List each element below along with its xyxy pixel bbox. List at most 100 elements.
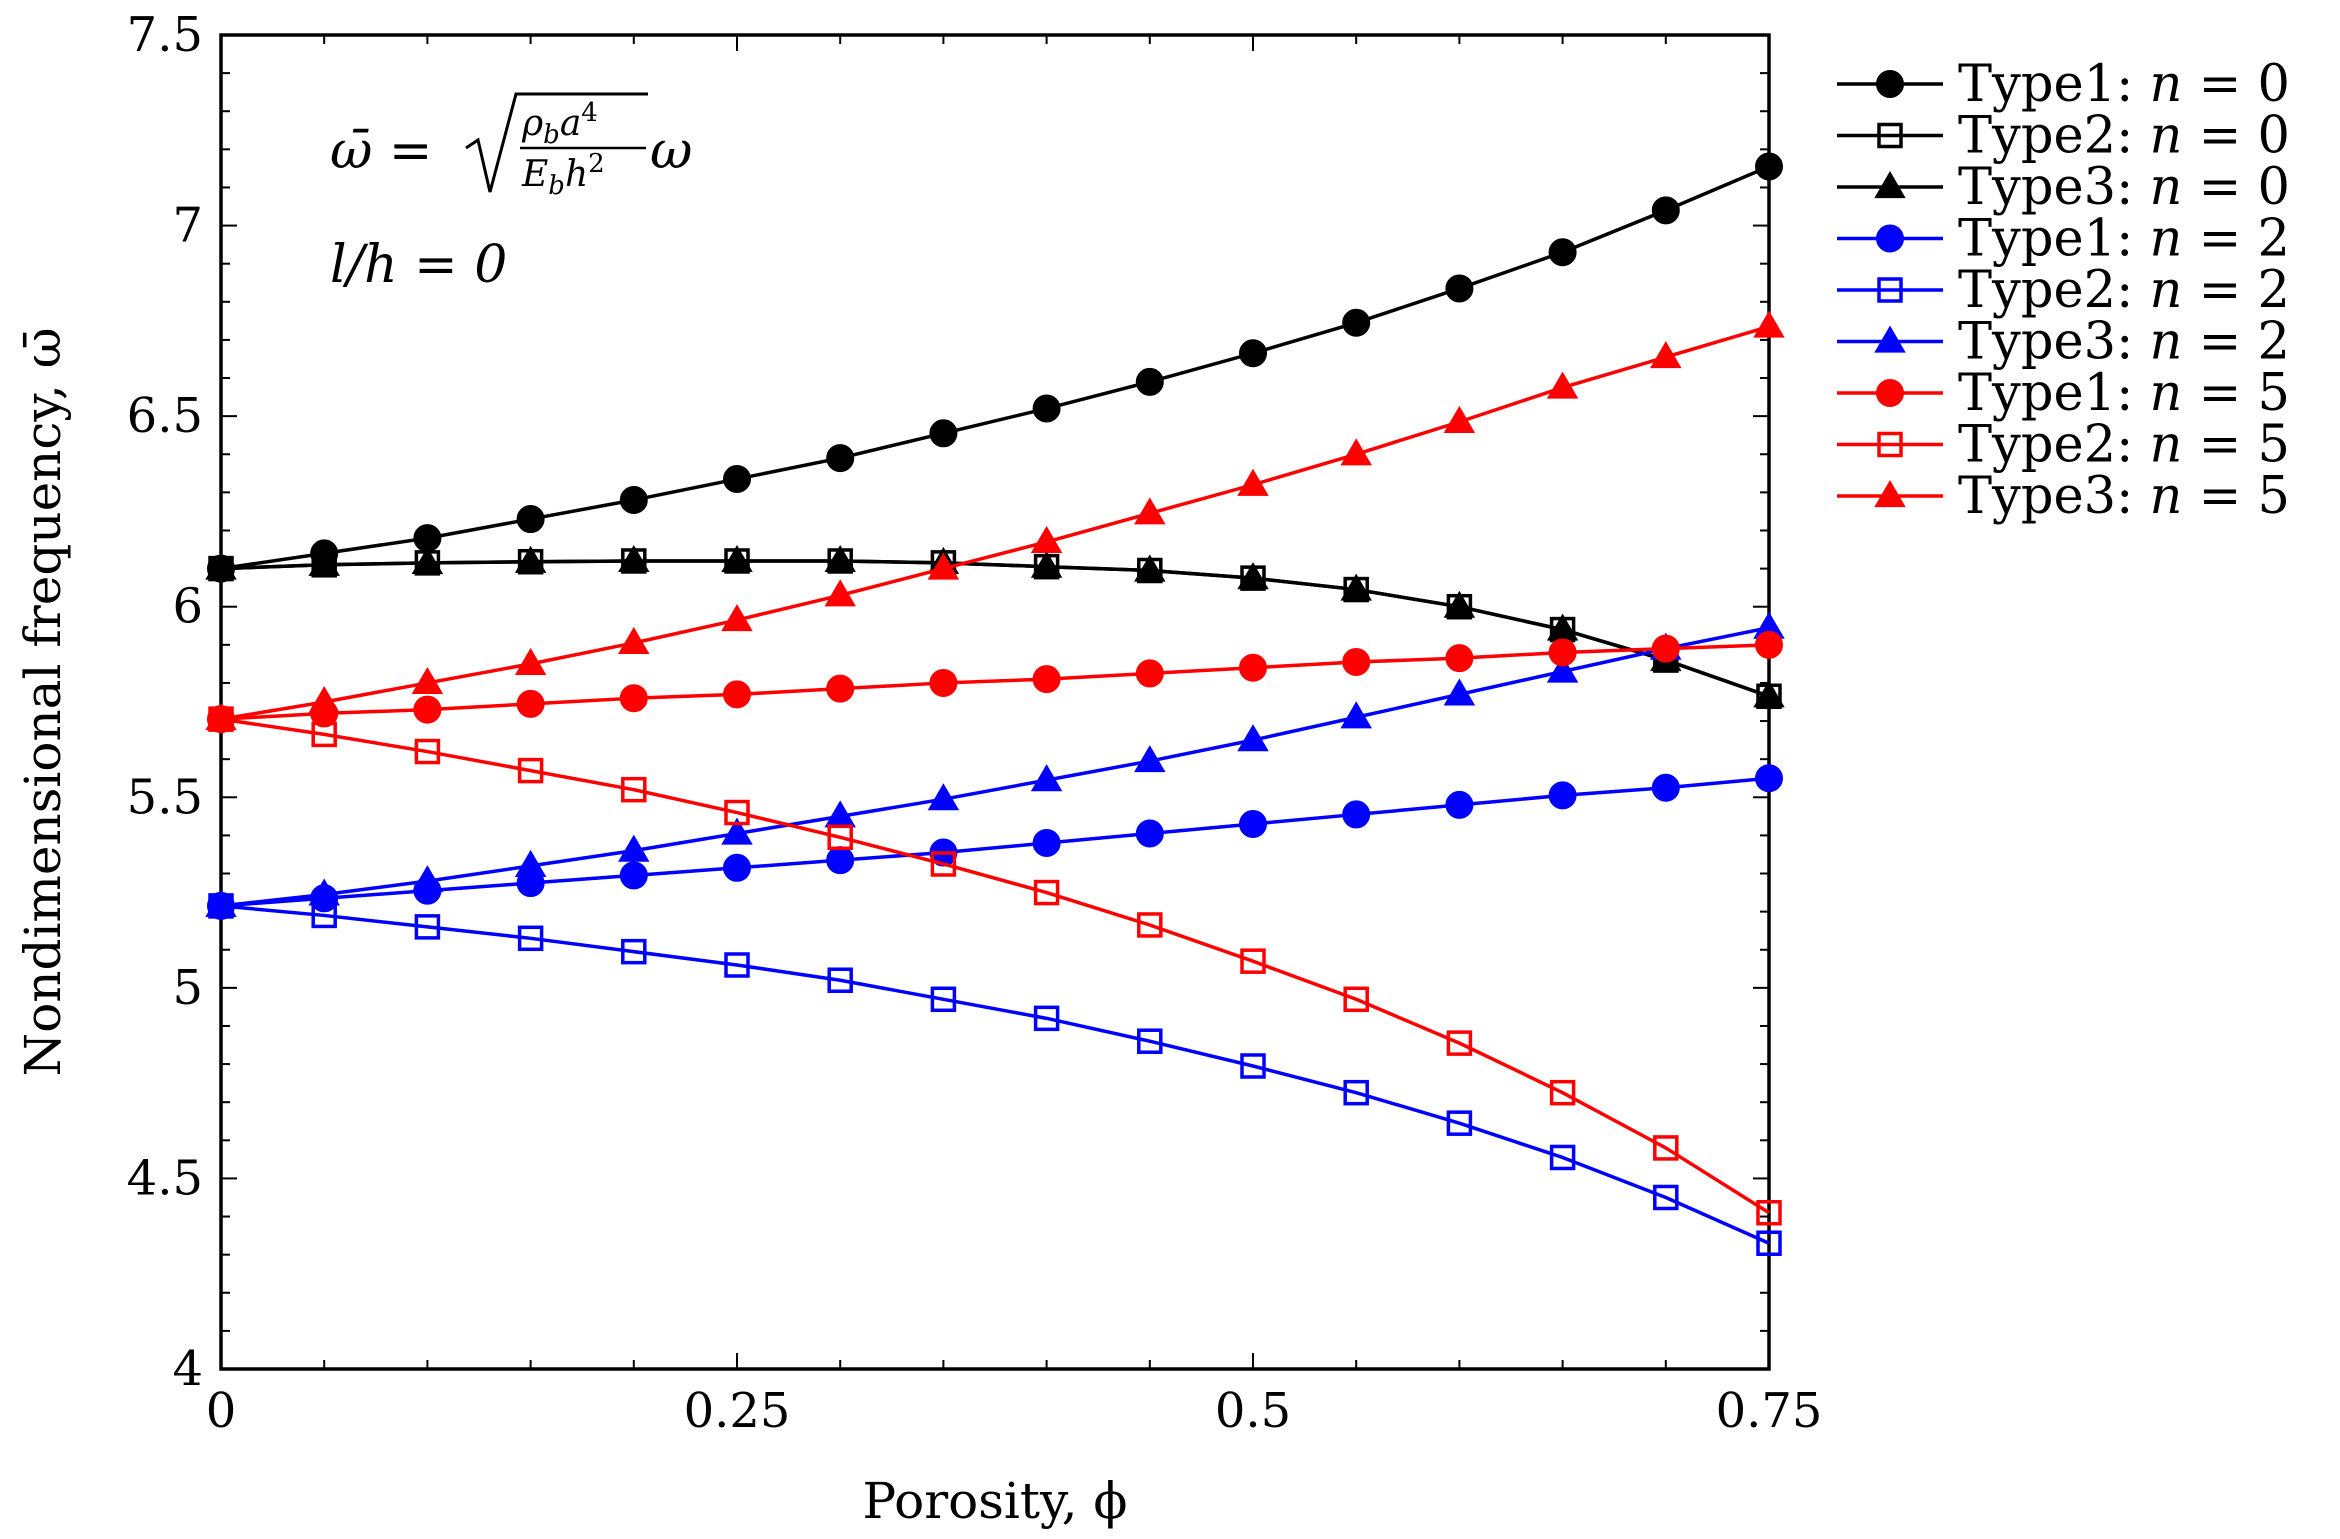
data-point [1548,781,1577,810]
data-point [826,674,855,703]
legend-label-eq: = 0 [2199,158,2290,217]
y-tick-label: 5.5 [127,769,203,825]
data-point [308,686,340,714]
data-point [1753,680,1785,708]
data-point [516,689,545,718]
legend-label-eq: = 2 [2199,313,2290,372]
legend-label-eq: = 0 [2199,107,2290,166]
legend-label-eq: = 5 [2199,364,2290,423]
legend-label-type: Type3: [1958,158,2150,217]
data-point [514,647,547,675]
legend-label: Type1: n = 2 [1958,210,2290,269]
data-point [1342,800,1371,829]
legend-marker [1876,379,1904,407]
data-point [619,485,648,514]
data-point [1240,1053,1266,1079]
data-point [1443,590,1476,618]
data-point [1030,550,1063,578]
y-tick-label: 6 [172,579,203,635]
data-point [1650,341,1682,369]
data-point [930,986,957,1013]
formula-annotation: ω̄ = ρba4 Ebh2 ω [330,92,692,201]
series-line [220,776,1770,908]
series-line [220,324,1770,721]
legend-label-eq: = 2 [2199,261,2290,320]
legend-label: Type2: n = 2 [1958,261,2290,320]
legend-marker [1876,224,1904,253]
data-point [1032,394,1061,423]
data-point [824,579,856,607]
data-point [619,684,648,713]
data-point [514,849,547,877]
legend-label-type: Type3: [1958,313,2150,372]
legend-label-eq: = 5 [2199,416,2290,475]
data-point [618,834,650,862]
data-point [1032,829,1061,858]
y-tick-label: 5 [172,960,203,1016]
x-tick-label: 0 [206,1383,237,1439]
formula-lhs: ω̄ = [330,121,433,181]
y-tick-label: 7.5 [127,7,203,63]
data-point [1343,1079,1369,1106]
legend-label-var: n [2150,313,2199,372]
data-point [514,545,547,573]
data-point [1137,1028,1163,1054]
data-point [1443,678,1476,706]
formula-den-h: h [565,154,588,195]
data-point [721,544,753,573]
data-point [1443,405,1476,433]
legend-marker [1876,70,1904,98]
data-point [1030,525,1063,553]
data-point [618,544,650,573]
formula-num-rho: ρ [521,103,543,144]
legend-label-type: Type2: [1958,107,2150,166]
data-point [1546,371,1579,399]
formula-num-sup: 4 [581,98,598,128]
data-point [1756,1230,1782,1256]
data-point [1549,1079,1576,1106]
data-point [1653,1135,1679,1161]
y-tick-label: 4.5 [127,1150,203,1206]
data-point [1342,308,1371,337]
data-point [1753,310,1785,338]
data-point [205,552,237,580]
data-point [927,783,960,811]
data-point [1240,948,1266,974]
axis-ticks [220,34,1770,1370]
data-point [1651,773,1680,802]
data-point [308,878,340,906]
legend-label: Type2: n = 0 [1958,107,2290,166]
data-point [1137,912,1163,938]
legend-marker [1874,171,1906,199]
data-point [411,865,444,893]
data-point [827,967,853,993]
legend-label-type: Type2: [1958,261,2150,320]
data-point [1653,1184,1679,1211]
data-point [414,914,441,940]
data-point [927,552,960,580]
tick-labels: 0 0.25 0.5 0.75 4 4.5 5 5.5 6 6.5 7 7.5 [127,7,1823,1439]
legend-label-type: Type1: [1958,55,2150,114]
y-tick-label: 6.5 [127,388,203,444]
data-point [1340,438,1372,466]
data-point [1030,764,1063,792]
legend-label-eq: = 5 [2199,467,2290,526]
data-point [1755,630,1783,659]
data-point [1343,986,1369,1013]
formula-denominator: Ebh2 [521,149,605,201]
data-point [724,799,750,826]
formula-omega: ω [650,121,692,181]
formula-num-a: a [560,103,581,144]
formula-den-e: E [521,154,548,195]
data-point [826,444,855,473]
data-point [1135,659,1164,688]
series-line [220,164,1770,571]
x-tick-label: 0.25 [684,1383,791,1439]
legend-marker [1874,325,1906,353]
data-point [1548,238,1577,267]
data-point [414,738,441,765]
legend-label-eq: = 2 [2199,210,2290,269]
data-point [1033,879,1060,906]
data-point [929,668,958,697]
